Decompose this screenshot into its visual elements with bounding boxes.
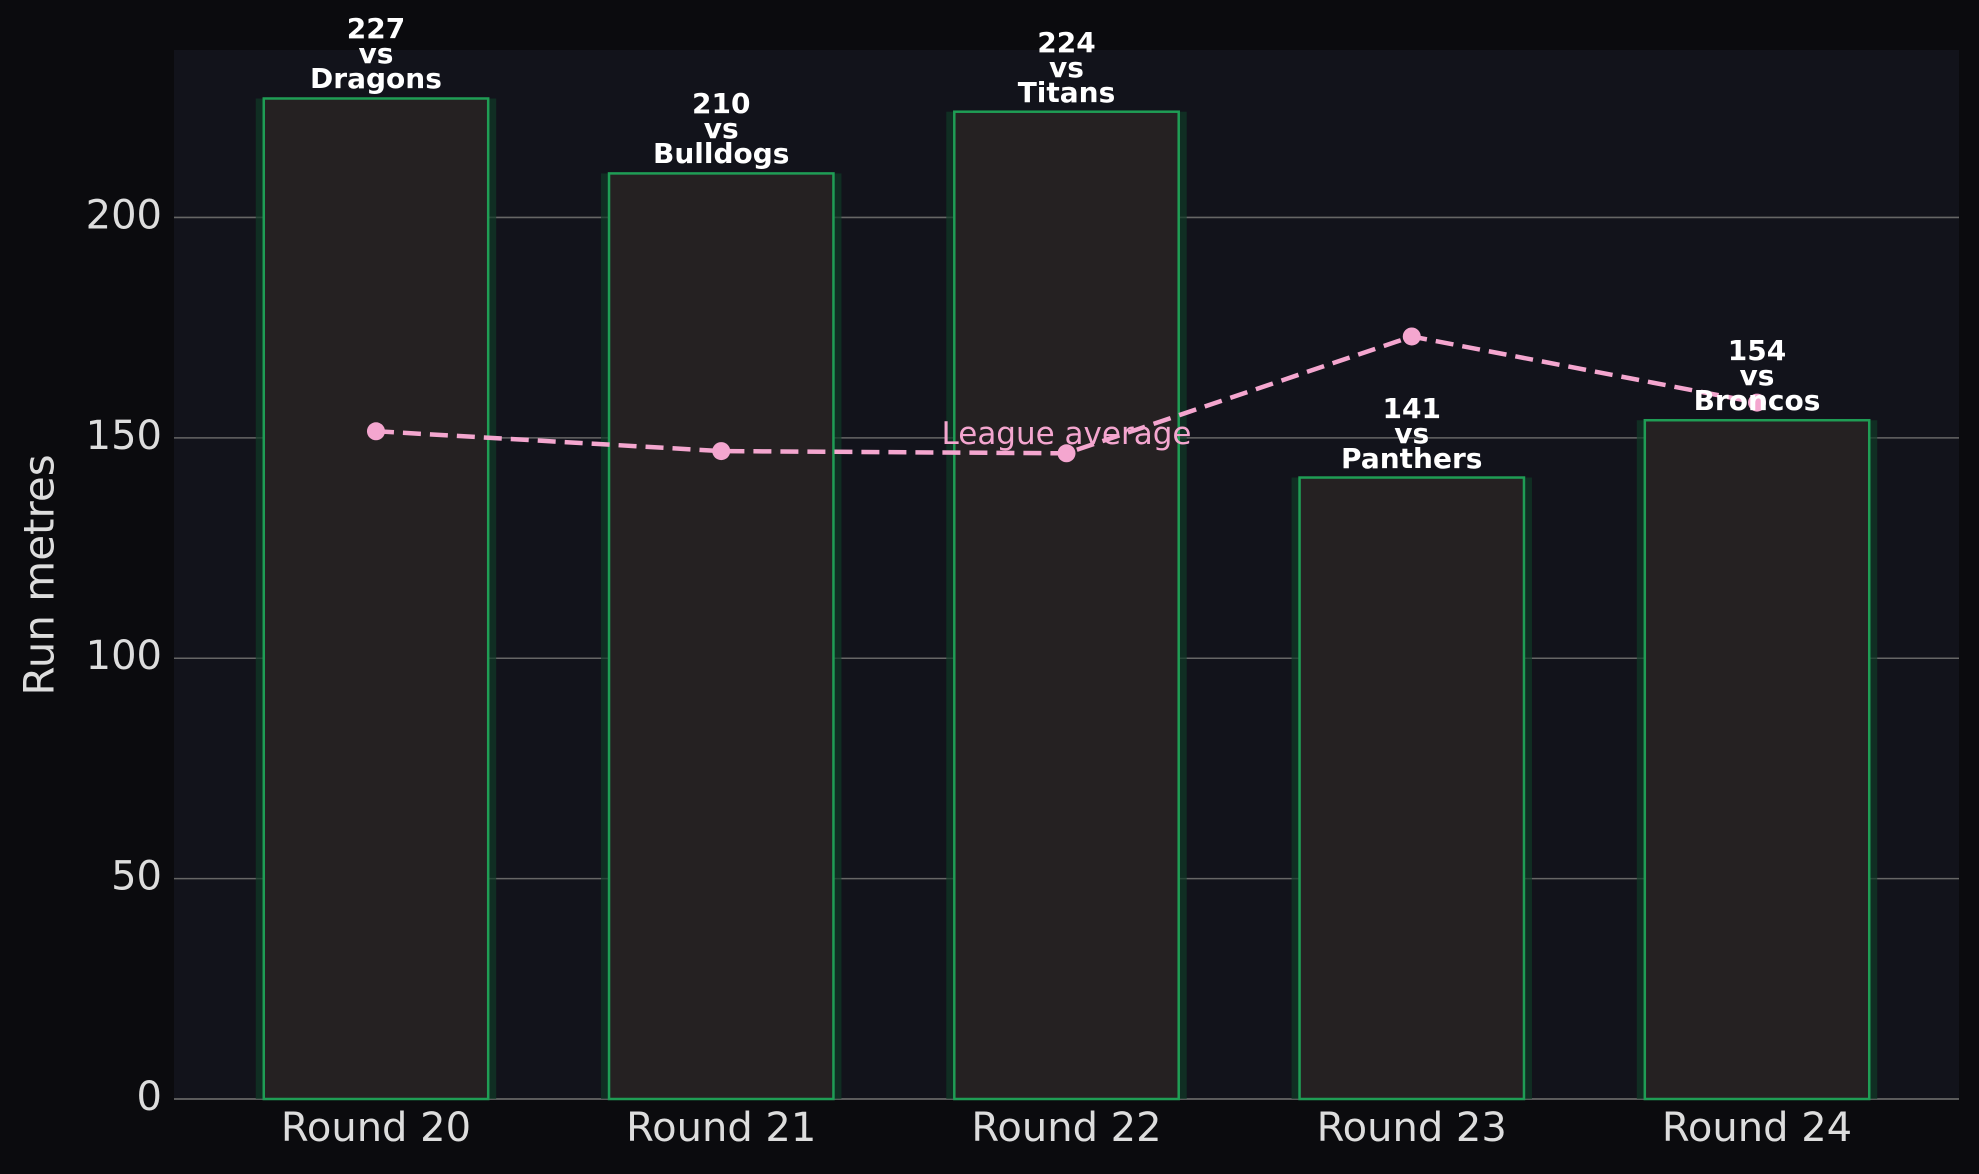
x-tick-label: Round 20: [281, 1105, 471, 1151]
bar: [953, 110, 1180, 1101]
y-tick-label: 200: [86, 192, 162, 238]
y-tick-label: 100: [86, 633, 162, 679]
y-tick-label: 150: [86, 413, 162, 459]
bar: [1298, 476, 1526, 1101]
y-tick-label: 50: [111, 854, 162, 900]
x-tick-label: Round 21: [626, 1105, 816, 1151]
bar: [607, 172, 835, 1101]
x-tick-label: Round 24: [1662, 1105, 1852, 1151]
y-axis-label: Run metres: [15, 454, 64, 695]
value-label: 224 vs Titans: [1017, 25, 1116, 109]
line-point: [1057, 444, 1076, 463]
line-annotation: League average: [942, 416, 1192, 452]
line-point: [366, 422, 385, 441]
bar: [262, 97, 490, 1101]
line-point: [1402, 327, 1421, 346]
y-tick-label: 0: [137, 1074, 162, 1120]
value-label: 141 vs Panthers: [1341, 391, 1483, 475]
line-point: [1748, 393, 1767, 412]
value-label: 210 vs Bulldogs: [653, 87, 790, 171]
bar: [1643, 418, 1871, 1101]
x-tick-label: Round 23: [1317, 1105, 1507, 1151]
line-point: [712, 442, 731, 461]
value-label: 154 vs Broncos: [1693, 334, 1821, 418]
value-label: 227 vs Dragons: [310, 12, 442, 96]
x-tick-label: Round 22: [971, 1105, 1161, 1151]
